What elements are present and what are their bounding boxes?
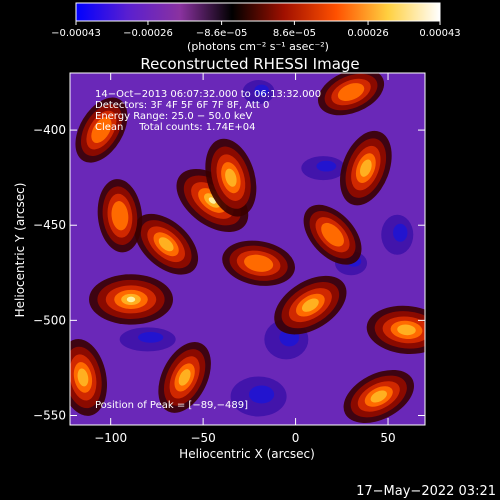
- bright-region: [97, 179, 143, 253]
- colorbar-tick-label: −8.6e−05: [196, 28, 248, 39]
- colorbar-ticks: −0.00043 −0.00026 −8.6e−05 8.6e−05 0.00026 0.…: [51, 21, 461, 39]
- bright-region: [303, 204, 362, 265]
- bright-region: [343, 369, 414, 423]
- heatmap-plot: [70, 73, 425, 425]
- bright-region: [339, 130, 392, 206]
- info-line-energy: Energy Range: 25.0 − 50.0 keV: [95, 111, 252, 122]
- colorbar-unit-label: (photons cm⁻² s⁻¹ asec⁻²): [187, 40, 329, 53]
- bright-region: [205, 138, 257, 217]
- bright-region: [75, 97, 128, 163]
- x-axis: −100 −50 0 50: [94, 73, 396, 445]
- bright-region: [89, 274, 174, 325]
- info-line-time: 14−Oct−2013 06:07:32.000 to 06:13:32.000: [95, 89, 321, 100]
- info-block: 14−Oct−2013 06:07:32.000 to 06:13:32.000…: [95, 89, 321, 133]
- plot-frame: [69, 72, 426, 426]
- x-axis-label: Heliocentric X (arcsec): [179, 447, 315, 461]
- bright-region: [222, 240, 295, 286]
- peak-position-text: Position of Peak = [−89,−489]: [95, 400, 248, 411]
- colorbar-tick-label: 0.00043: [419, 28, 460, 39]
- x-tick-label: −100: [94, 431, 127, 445]
- y-axis-label: Heliocentric Y (arcsec): [13, 183, 27, 318]
- y-tick-label: −400: [33, 123, 66, 137]
- bright-region: [317, 73, 385, 116]
- x-tick-label: 0: [292, 431, 300, 445]
- colorbar-tick-label: 8.6e−05: [273, 28, 316, 39]
- colorbar: [75, 2, 441, 22]
- y-axis: −400 −450 −500 −550: [33, 123, 425, 422]
- y-tick-label: −500: [33, 313, 66, 327]
- footer-timestamp: 17−May−2022 03:21: [356, 484, 496, 499]
- chart-title: Reconstructed RHESSI Image: [140, 55, 359, 73]
- bright-region: [158, 342, 211, 413]
- y-tick-label: −550: [33, 408, 66, 422]
- x-tick-label: 50: [380, 431, 395, 445]
- bright-region: [274, 275, 347, 335]
- y-tick-label: −450: [33, 218, 66, 232]
- bright-region: [134, 213, 199, 275]
- x-tick-label: −50: [190, 431, 215, 445]
- info-line-detectors: Detectors: 3F 4F 5F 6F 7F 8F, Att 0: [95, 100, 269, 111]
- colorbar-tick-label: −0.00026: [123, 28, 173, 39]
- info-line-clean: Clean Total counts: 1.74E+04: [95, 122, 255, 133]
- colorbar-tick-label: 0.00026: [347, 28, 388, 39]
- bright-region: [70, 339, 107, 416]
- colorbar-tick-label: −0.00043: [51, 28, 101, 39]
